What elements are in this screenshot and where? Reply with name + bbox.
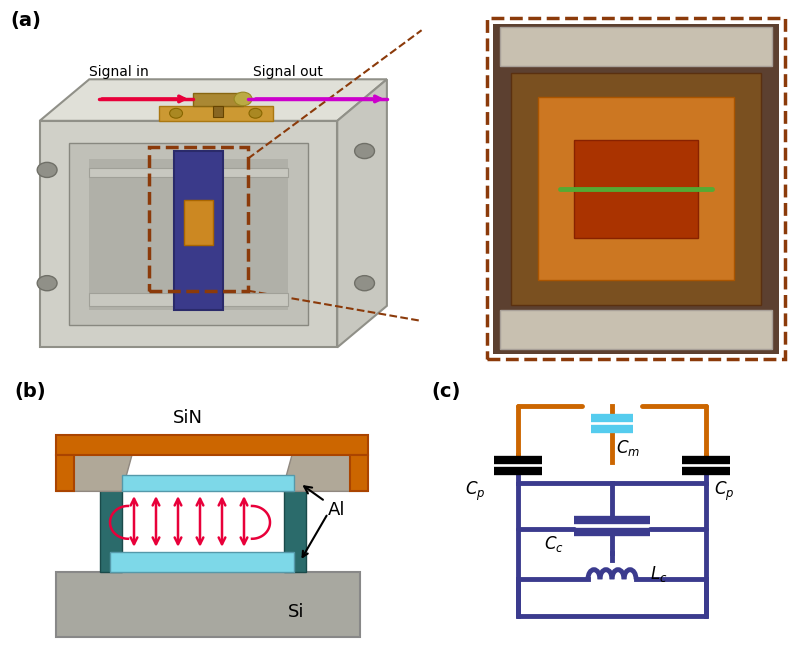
Bar [284, 484, 306, 572]
Bar [100, 484, 122, 572]
Circle shape [37, 275, 57, 291]
Polygon shape [90, 159, 288, 310]
Bar [500, 27, 772, 66]
Bar [500, 310, 772, 349]
Bar [538, 98, 734, 280]
Circle shape [249, 108, 262, 118]
Text: $C_p$: $C_p$ [466, 480, 486, 503]
Text: $L_c$: $L_c$ [650, 564, 667, 583]
Polygon shape [194, 92, 243, 105]
Bar [511, 73, 761, 305]
Text: $C_m$: $C_m$ [616, 437, 640, 458]
Bar [56, 455, 74, 492]
Polygon shape [174, 151, 223, 310]
Circle shape [37, 162, 57, 178]
Text: $C_c$: $C_c$ [544, 534, 564, 554]
Text: Signal out: Signal out [253, 64, 322, 79]
Circle shape [234, 92, 252, 105]
Polygon shape [40, 121, 338, 348]
Polygon shape [338, 79, 387, 348]
Text: SiN: SiN [173, 409, 203, 428]
Text: Si: Si [288, 603, 304, 620]
Text: $C_p$: $C_p$ [714, 480, 734, 503]
Polygon shape [158, 105, 273, 121]
Text: Signal in: Signal in [89, 64, 149, 79]
Bar [122, 475, 294, 492]
Bar [574, 139, 698, 238]
Text: (c): (c) [431, 381, 461, 400]
Circle shape [354, 275, 374, 291]
Text: (a): (a) [10, 11, 41, 31]
Bar [56, 435, 368, 455]
Text: (b): (b) [14, 382, 46, 401]
Bar [183, 200, 214, 245]
Text: Al: Al [304, 486, 346, 519]
Polygon shape [70, 143, 307, 325]
Polygon shape [56, 455, 132, 492]
Bar [90, 168, 288, 178]
Circle shape [170, 108, 182, 118]
Bar [214, 105, 223, 117]
Bar [149, 147, 248, 291]
Polygon shape [282, 455, 368, 492]
Bar [110, 551, 294, 572]
Bar [90, 292, 288, 306]
Circle shape [354, 143, 374, 159]
Bar [56, 572, 360, 637]
Bar [350, 455, 368, 492]
Polygon shape [40, 79, 387, 121]
Text: Si: Si [324, 435, 340, 453]
